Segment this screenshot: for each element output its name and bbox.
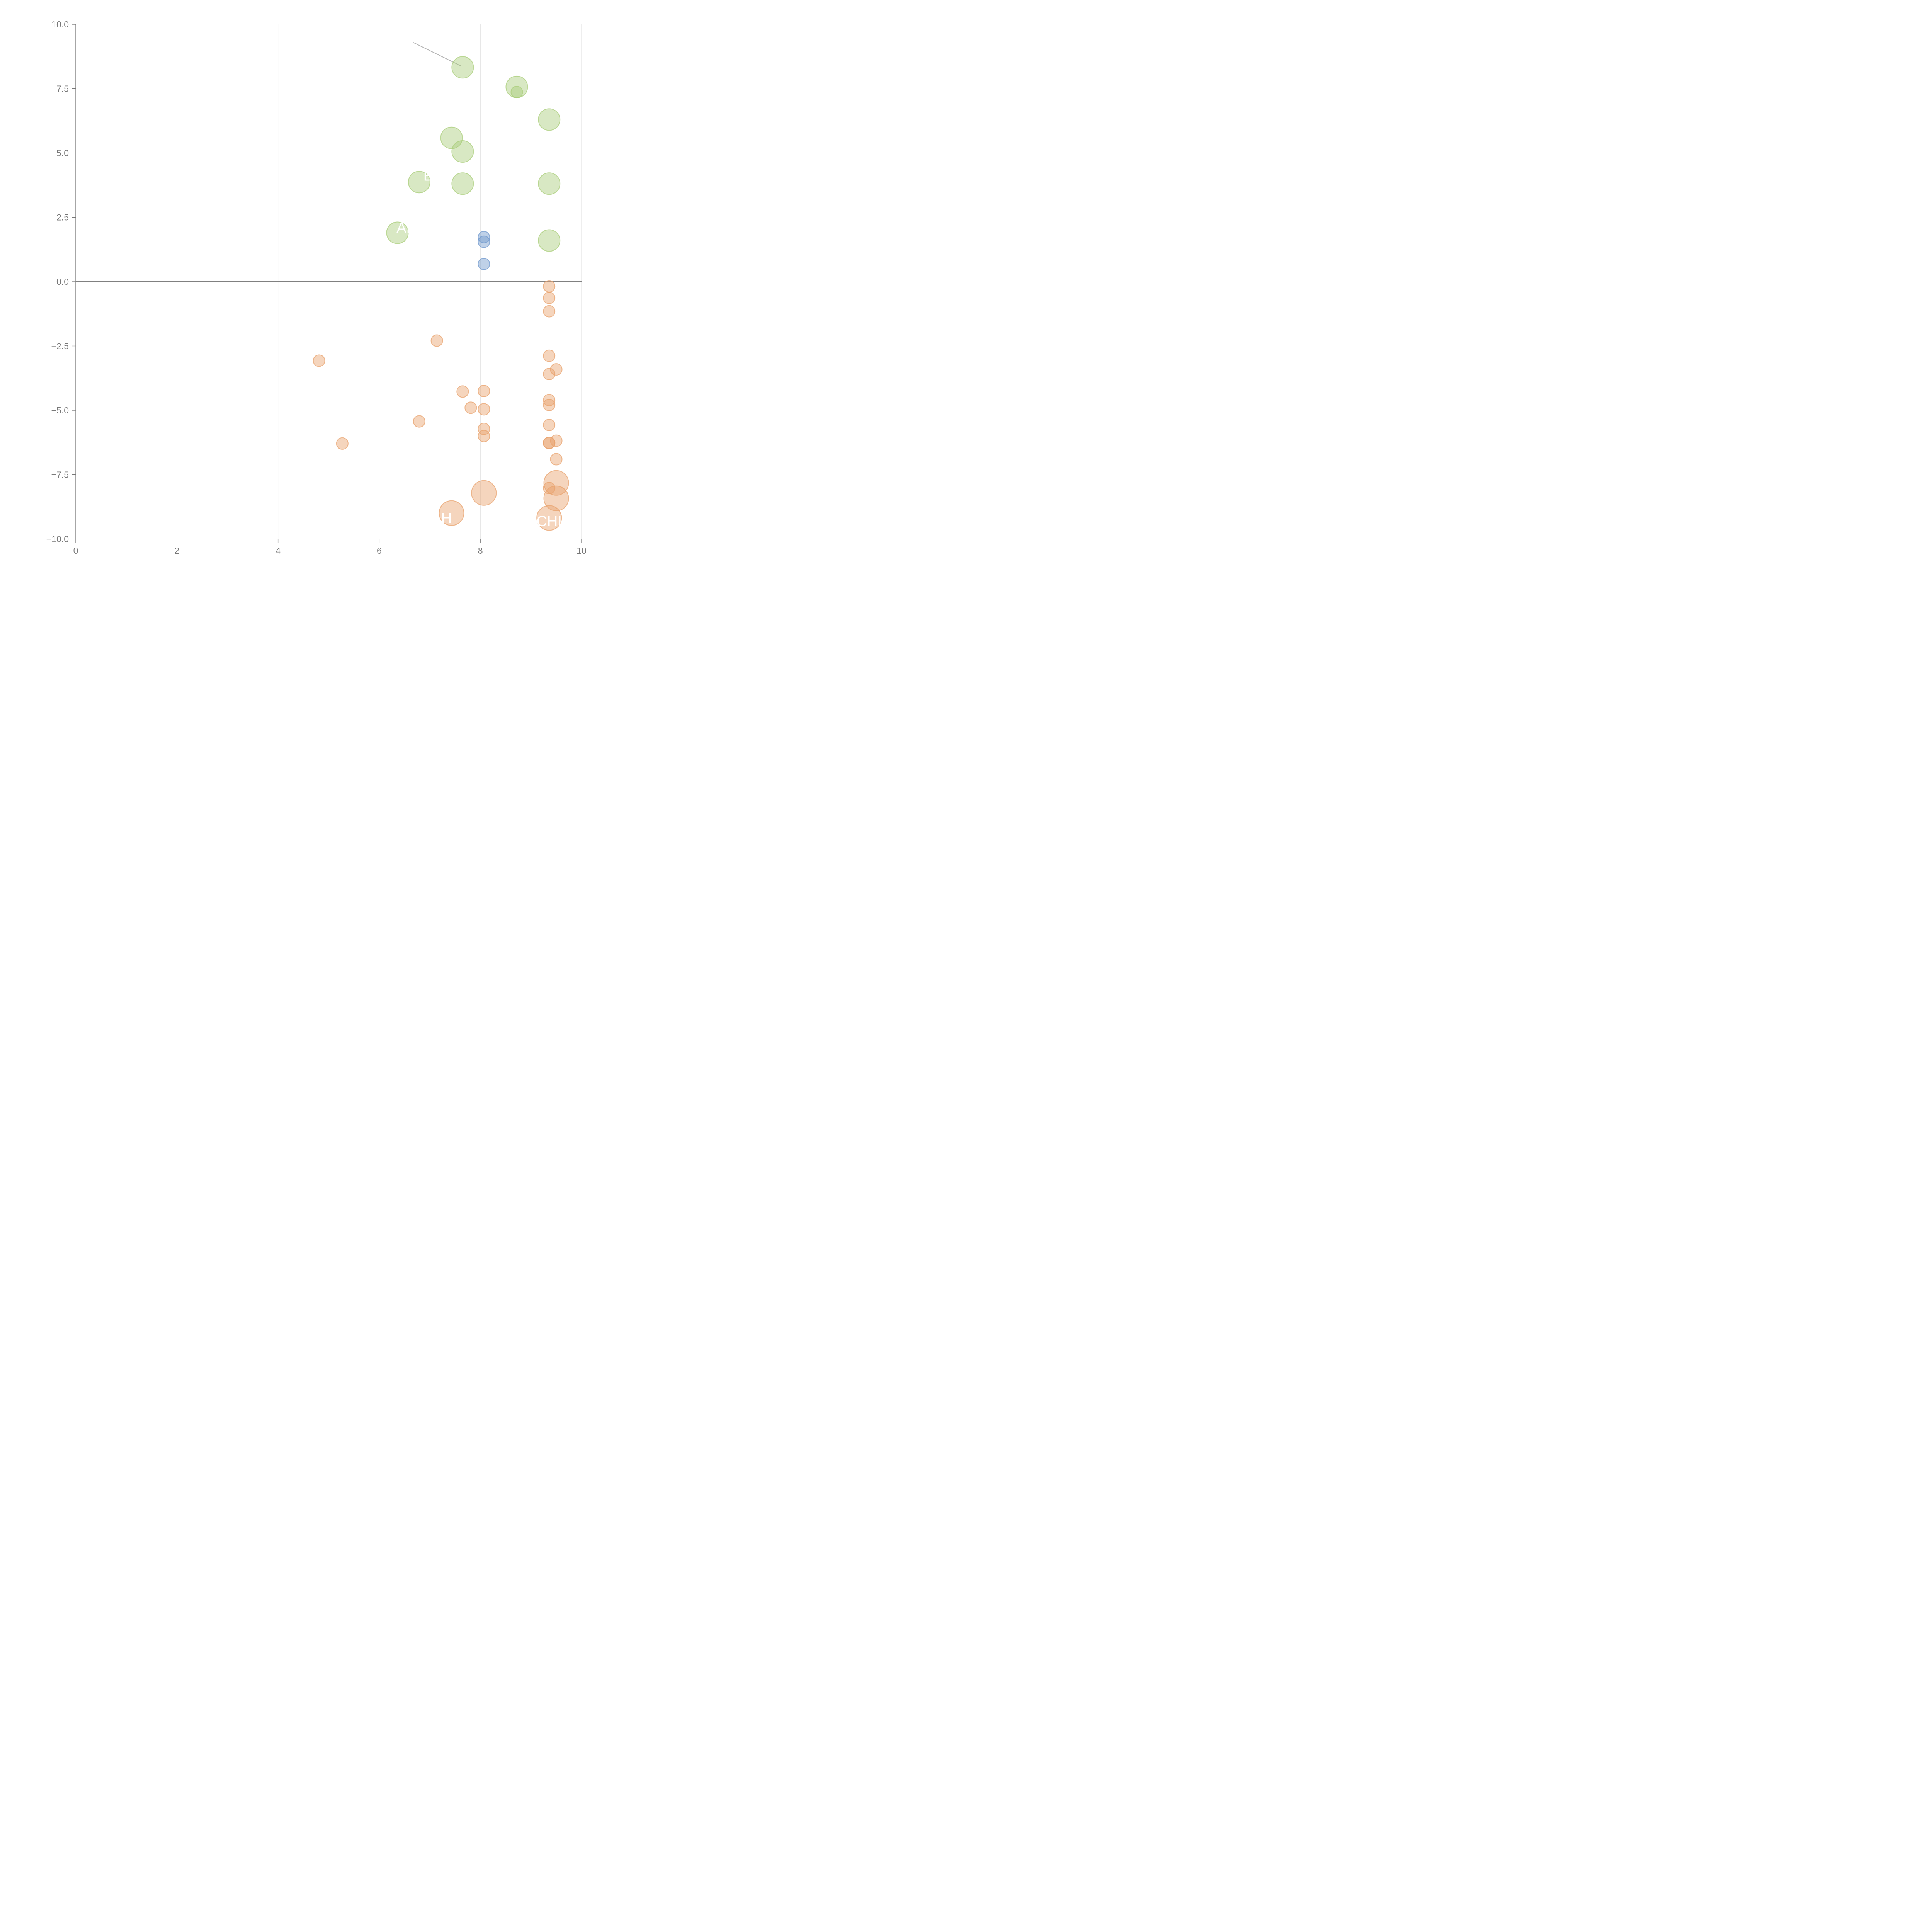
blue-point: [478, 235, 490, 248]
y-tick-label: −10.0: [46, 534, 69, 544]
orange-point: [464, 401, 477, 414]
green-point: [538, 172, 561, 195]
blue-point: [478, 231, 490, 243]
green-point: [510, 86, 523, 99]
orange-point: [413, 415, 425, 428]
orange-point: [543, 394, 556, 406]
orange-point: [543, 399, 556, 412]
orange-point: [478, 403, 490, 416]
orange-point: [543, 291, 556, 304]
orange-point: [471, 480, 497, 506]
orange-point: [543, 418, 556, 431]
y-tick-label: 7.5: [56, 84, 69, 94]
ticks: 0 2 4 6 8 10 10.0 7.5 5.0 2.5 0.0 −2.5 −5.0 −7.5 −10.0: [46, 19, 587, 556]
x-tick-label: 2: [174, 546, 179, 556]
orange-point: [336, 437, 349, 450]
green-point: [451, 56, 474, 79]
orange-point: [313, 354, 325, 367]
point-label: CHI: [536, 513, 561, 529]
axes: [75, 24, 582, 539]
y-tick-label: −7.5: [51, 470, 69, 480]
orange-point: [478, 430, 490, 442]
x-tick-label: 0: [73, 546, 78, 556]
orange-point: [543, 470, 569, 496]
orange-point: [550, 453, 563, 466]
orange-point: [543, 305, 556, 318]
y-tick-label: 5.0: [56, 148, 69, 158]
green-point: [451, 140, 474, 163]
green-point: [538, 229, 561, 252]
green-point: [451, 172, 474, 195]
x-tick-label: 4: [276, 546, 281, 556]
y-tick-label: −5.0: [51, 405, 69, 415]
orange-point: [478, 385, 490, 398]
y-tick-label: −2.5: [51, 341, 69, 351]
point-label: AL: [396, 220, 414, 236]
green-point: [408, 171, 430, 194]
orange-point: [543, 368, 556, 381]
y-tick-label: 10.0: [51, 19, 69, 29]
y-tick-label: 2.5: [56, 213, 69, 223]
green-point: [538, 108, 561, 131]
orange-point: [543, 437, 556, 449]
orange-point: [543, 280, 556, 293]
point-label: B: [423, 168, 433, 184]
x-tick-label: 10: [577, 546, 587, 556]
orange-point: [536, 505, 562, 531]
orange-point: [478, 422, 490, 435]
orange-point: [430, 334, 443, 347]
orange-point: [543, 349, 556, 362]
orange-point: [550, 434, 563, 447]
orange-point: [543, 485, 569, 511]
orange-point: [550, 363, 563, 376]
point-label: H: [441, 510, 452, 526]
x-tick-label: 6: [377, 546, 382, 556]
y-tick-label: 0.0: [56, 277, 69, 287]
orange-point: [439, 500, 464, 526]
data-points: [313, 56, 569, 531]
bubble-scatter-chart: 0 2 4 6 8 10 10.0 7.5 5.0 2.5 0.0 −2.5 −5.0 −7.5 −10.0…: [46, 19, 587, 556]
point-labels: AL B H CHI: [396, 168, 562, 530]
orange-point: [456, 385, 469, 398]
blue-point: [478, 258, 490, 270]
green-point: [440, 126, 463, 149]
green-point: [386, 221, 409, 244]
x-tick-label: 8: [478, 546, 483, 556]
